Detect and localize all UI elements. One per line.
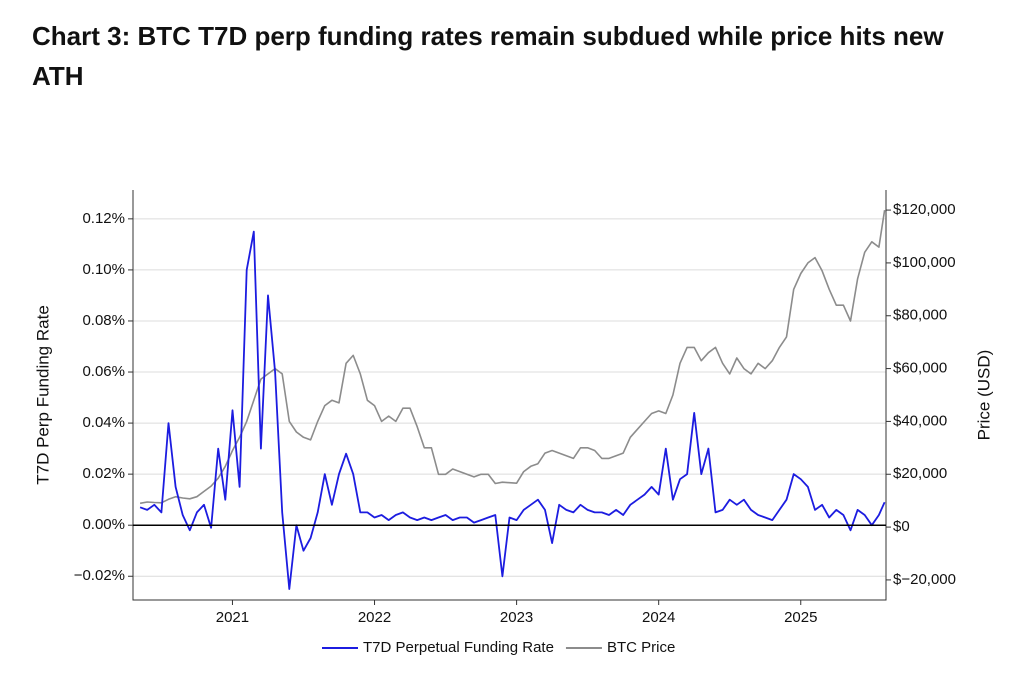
y2-tick-label: $100,000	[893, 254, 956, 271]
series-line	[139, 209, 886, 505]
y2-tick-label: $0	[893, 518, 910, 535]
x-tick-label: 2021	[216, 609, 249, 626]
y-tick-label: −0.02%	[74, 567, 125, 584]
y-tick-label: 0.08%	[82, 312, 125, 329]
plot-frame	[132, 190, 887, 601]
y-tick-label: 0.00%	[82, 516, 125, 533]
y-axis-label: T7D Perp Funding Rate	[33, 305, 52, 485]
x-tick-label: 2024	[642, 609, 675, 626]
y-tick-label: 0.12%	[82, 210, 125, 227]
legend-label: T7D Perpetual Funding Rate	[363, 639, 554, 656]
legend-label: BTC Price	[607, 639, 675, 656]
x-tick-label: 2025	[784, 609, 817, 626]
series-line	[139, 230, 886, 590]
y2-tick-label: $120,000	[893, 201, 956, 218]
y2-tick-label: $−20,000	[893, 571, 956, 588]
y-tick-label: 0.10%	[82, 261, 125, 278]
y2-tick-label: $20,000	[893, 465, 947, 482]
x-tick-label: 2022	[358, 609, 391, 626]
y-tick-label: 0.02%	[82, 465, 125, 482]
y2-tick-label: $60,000	[893, 360, 947, 377]
chart-title: Chart 3: BTC T7D perp funding rates rema…	[32, 21, 944, 91]
y2-tick-label: $80,000	[893, 307, 947, 324]
y2-axis-label: Price (USD)	[974, 350, 993, 441]
x-tick-label: 2023	[500, 609, 533, 626]
y-tick-label: 0.06%	[82, 363, 125, 380]
y-tick-label: 0.04%	[82, 414, 125, 431]
y2-tick-label: $40,000	[893, 412, 947, 429]
